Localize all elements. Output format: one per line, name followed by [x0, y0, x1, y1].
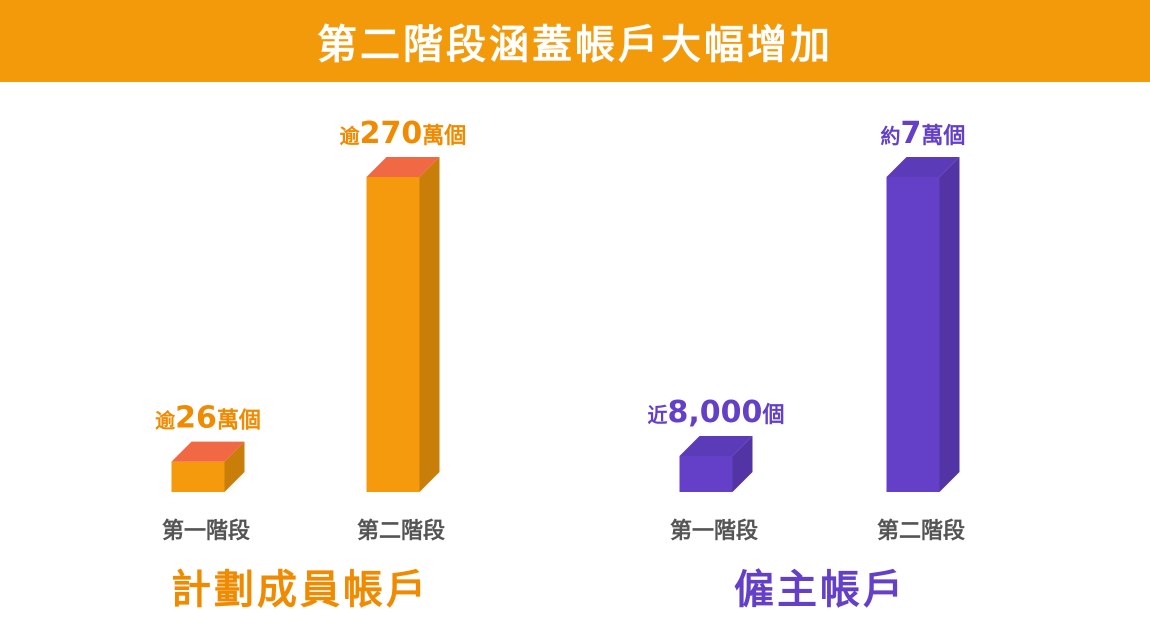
bar-members-2: [366, 177, 420, 492]
category-label-employers-2: 第二階段: [877, 518, 965, 544]
category-label-employers-1: 第一階段: [670, 518, 758, 544]
bar-side-members-1: [224, 441, 245, 492]
bar-top-employers-2: [886, 157, 960, 177]
value-label-members-1: 逾26萬個: [155, 401, 261, 436]
bar-side-employers-2: [939, 157, 960, 492]
bar-top-members-1: [171, 441, 245, 462]
bar-employers-2: [886, 177, 940, 492]
bar-employers-1: [679, 456, 733, 492]
bar-top-members-2: [366, 157, 440, 177]
category-label-members-2: 第二階段: [357, 518, 445, 544]
value-label-employers-2: 約7萬個: [881, 116, 966, 151]
chart-title-employers: 僱主帳戶: [734, 567, 906, 613]
value-label-employers-1: 近8,000個: [648, 395, 785, 430]
category-label-members-1: 第一階段: [162, 518, 250, 544]
page-title: 第二階段涵蓋帳戶大幅增加: [317, 22, 833, 68]
bar-top-employers-1: [679, 436, 753, 456]
chart-title-members: 計劃成員帳戶: [171, 567, 429, 613]
bar-side-members-2: [419, 157, 440, 492]
bar-members-1: [171, 461, 225, 492]
value-label-members-2: 逾270萬個: [340, 116, 467, 151]
bar-side-employers-1: [732, 436, 753, 492]
header-banner: 第二階段涵蓋帳戶大幅增加: [0, 0, 1150, 82]
